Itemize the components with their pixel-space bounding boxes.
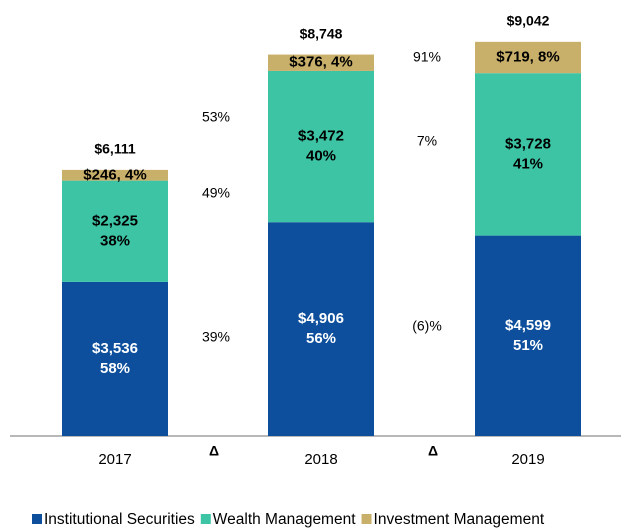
change-label: (6)% [412,318,442,334]
change-header: Δ [209,443,219,459]
value-label-line: 38% [100,232,130,249]
bar-segment [62,180,168,282]
value-label-line: $4,906 [298,310,344,327]
x-tick-label: 2018 [304,451,337,468]
value-label: $2,325 38% [92,212,138,249]
change-header: Δ [428,443,438,459]
value-label-line: 51% [513,337,543,354]
total-label: $8,748 [300,25,343,41]
value-label: $3,536 58% [92,340,138,377]
value-label-line: $246, 4% [83,166,146,183]
value-label-line: $2,325 [92,212,138,229]
bar-segment [268,70,374,223]
value-label: $4,599 51% [505,317,551,354]
value-label: $3,472 40% [298,128,344,165]
bar-segment [475,41,581,74]
value-label-line: 58% [100,360,130,377]
value-label: $246, 4% [83,166,146,183]
total-label: $6,111 [94,141,135,157]
bar-segment [268,222,374,436]
legend-label: Institutional Securities [44,511,195,528]
legend-swatch [200,514,211,524]
change-label: 39% [202,329,230,345]
x-tick-label: 2019 [511,451,544,468]
bar-segment [475,73,581,236]
legend-swatch [361,514,372,524]
value-label-line: 56% [306,330,336,347]
value-label-line: $376, 4% [289,54,352,71]
value-label-line: $3,472 [298,128,344,145]
value-label-line: $3,536 [92,340,138,357]
change-label: 53% [202,109,230,125]
value-label-line: $719, 8% [496,48,559,65]
value-label: $376, 4% [289,54,352,71]
total-label: $9,042 [507,13,550,29]
legend-swatch [32,514,42,524]
value-label-line: $3,728 [505,135,551,152]
bar-segment [62,281,168,436]
bar-segment [475,235,581,436]
bar-segment [62,169,168,181]
bar-segment [268,54,374,71]
value-label-line: 40% [306,148,336,165]
value-label: $3,728 41% [505,135,551,172]
x-tick-label: 2017 [98,451,131,468]
value-label-line: 41% [513,155,543,172]
change-label: 7% [417,133,437,149]
change-label: 49% [202,185,230,201]
value-label: $4,906 56% [298,310,344,347]
value-label-line: $4,599 [505,317,551,334]
value-label: $719, 8% [496,48,559,65]
change-label: 91% [413,49,441,65]
legend-label: Wealth Management [213,511,356,528]
legend: Institutional Securities Wealth Managemen… [32,511,545,528]
legend-label: Investment Management [374,511,545,528]
